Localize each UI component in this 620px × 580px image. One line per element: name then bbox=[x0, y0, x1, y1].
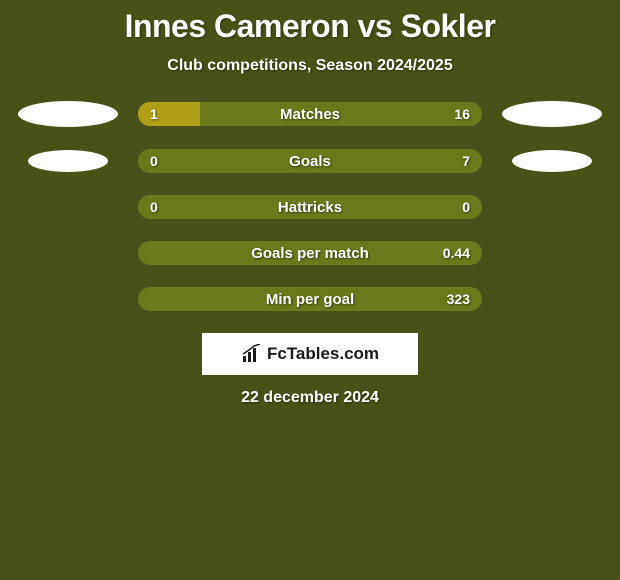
stat-row: 0.44Goals per match bbox=[0, 241, 620, 265]
player2-badge bbox=[512, 150, 592, 172]
stat-row: 00Hattricks bbox=[0, 195, 620, 219]
stat-bar: 116Matches bbox=[138, 102, 482, 126]
logo-box: FcTables.com bbox=[202, 333, 418, 375]
stat-row: 07Goals bbox=[0, 149, 620, 173]
oval-slot-right bbox=[498, 101, 606, 127]
stat-row: 323Min per goal bbox=[0, 287, 620, 311]
date-text: 22 december 2024 bbox=[0, 389, 620, 407]
comparison-card: Innes Cameron vs Sokler Club competition… bbox=[0, 0, 620, 407]
oval-slot-left bbox=[14, 150, 122, 172]
logo-text: FcTables.com bbox=[267, 344, 379, 364]
stat-label: Min per goal bbox=[138, 287, 482, 311]
stat-bar: 00Hattricks bbox=[138, 195, 482, 219]
stat-bar: 323Min per goal bbox=[138, 287, 482, 311]
stat-row: 116Matches bbox=[0, 101, 620, 127]
stat-bar: 07Goals bbox=[138, 149, 482, 173]
player1-badge bbox=[18, 101, 118, 127]
title: Innes Cameron vs Sokler bbox=[0, 8, 620, 45]
player1-name: Innes Cameron bbox=[125, 8, 350, 44]
stat-label: Goals per match bbox=[138, 241, 482, 265]
chart-icon bbox=[241, 344, 263, 364]
player1-badge bbox=[28, 150, 108, 172]
vs-text: vs bbox=[358, 8, 393, 44]
stat-rows: 116Matches 07Goals 00Hattricks 0.44Goals pe… bbox=[0, 101, 620, 311]
stat-bar: 0.44Goals per match bbox=[138, 241, 482, 265]
stat-label: Hattricks bbox=[138, 195, 482, 219]
oval-slot-left bbox=[14, 101, 122, 127]
player2-badge bbox=[502, 101, 602, 127]
stat-label: Matches bbox=[138, 102, 482, 126]
subtitle: Club competitions, Season 2024/2025 bbox=[0, 57, 620, 75]
player2-name: Sokler bbox=[401, 8, 496, 44]
stat-label: Goals bbox=[138, 149, 482, 173]
oval-slot-right bbox=[498, 150, 606, 172]
